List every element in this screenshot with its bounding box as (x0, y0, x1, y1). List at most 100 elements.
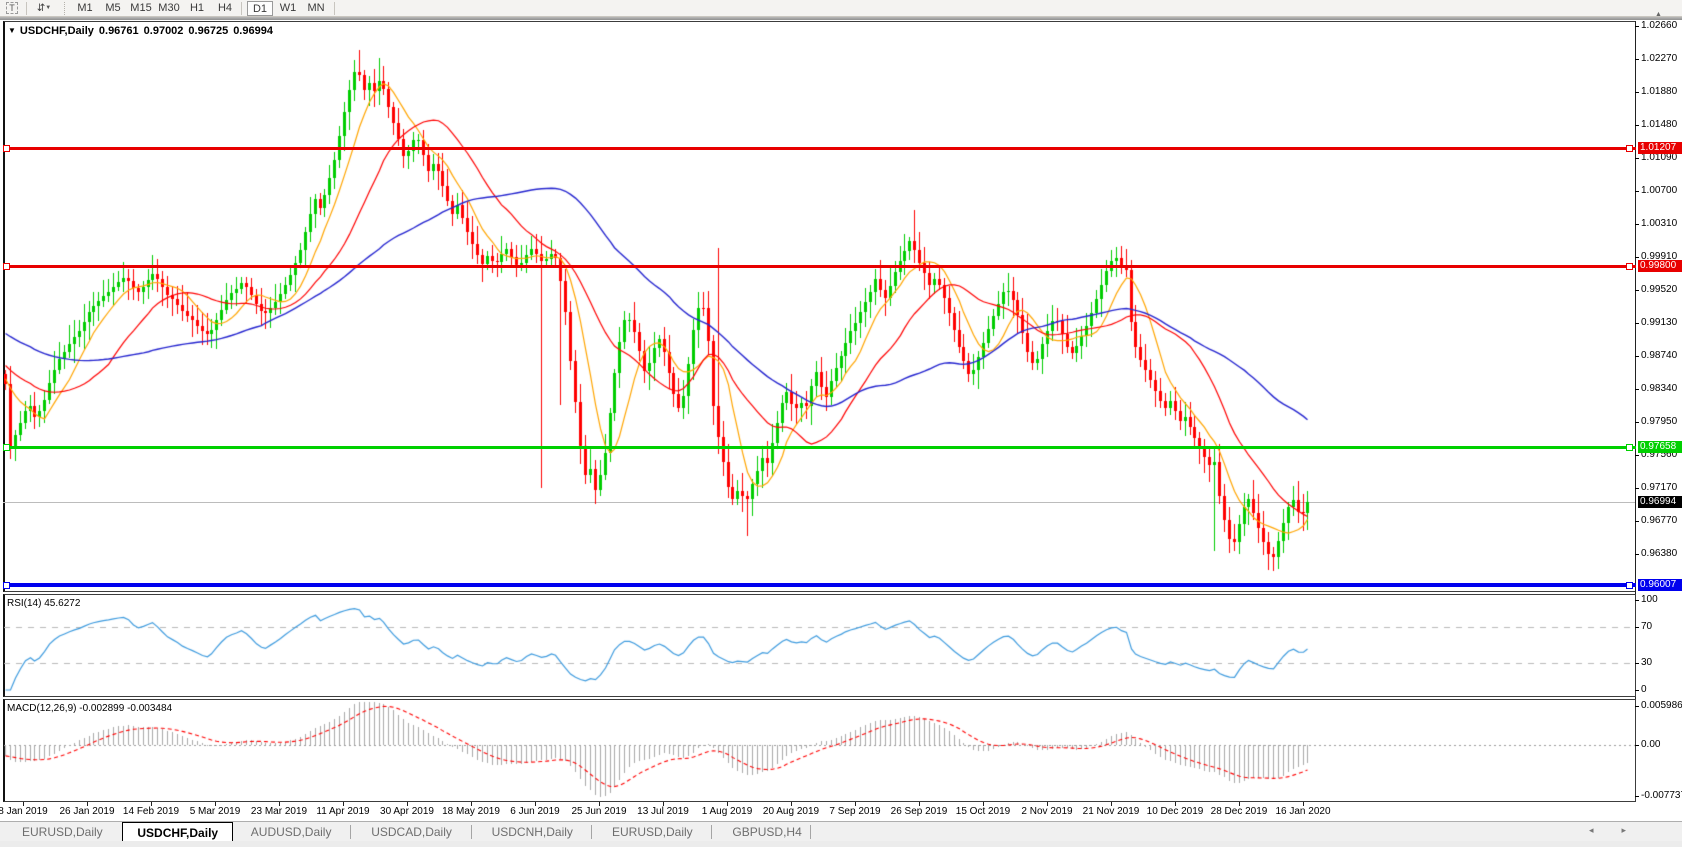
tab-scroll-arrows[interactable]: ◂▸ (1589, 825, 1654, 836)
date-label: 13 Jul 2019 (637, 806, 689, 817)
rsi-tick-label: 30 (1641, 657, 1653, 668)
chart-tab-usdcnh-daily[interactable]: USDCNH,Daily (491, 825, 573, 839)
support-line-blue-handle[interactable] (1626, 582, 1633, 589)
tab-divider (810, 825, 812, 839)
date-tick (983, 802, 984, 806)
price-tick-label: 0.96380 (1641, 548, 1678, 559)
toolbar-grip (64, 2, 67, 15)
timeframe-button-m30[interactable]: M30 (158, 2, 180, 14)
macd-canvas[interactable] (4, 700, 1635, 802)
date-label: 23 Mar 2019 (250, 806, 308, 817)
chart-tab-audusd-daily[interactable]: AUDUSD,Daily (250, 825, 332, 839)
chart-symbol: USDCHF,Daily (19, 25, 94, 37)
toolbar: T ⇵▼ M1 M5 M15 M30 H1 H4 D1 W1 MN (0, 0, 1682, 17)
tab-scroll-right-icon[interactable]: ▸ (1621, 825, 1654, 835)
date-tick (1175, 802, 1176, 806)
scroll-up-icon[interactable]: ▲ (1655, 11, 1662, 18)
date-label: 10 Dec 2019 (1146, 806, 1204, 817)
price-badge-support-line-green: 0.97658 (1638, 441, 1682, 453)
tab-scroll-left-icon[interactable]: ◂ (1588, 825, 1622, 835)
price-tick (1635, 290, 1639, 291)
price-tick (1635, 488, 1639, 489)
rsi-tick (1635, 690, 1639, 691)
rsi-tick (1635, 627, 1639, 628)
timeframe-button-m5[interactable]: M5 (105, 2, 121, 14)
date-label: 5 Mar 2019 (189, 806, 241, 817)
macd-tick-label: -0.007737 (1641, 790, 1682, 801)
rsi-tick-label: 0 (1641, 684, 1647, 695)
macd-tick (1635, 796, 1639, 797)
price-tick (1635, 257, 1639, 258)
tab-divider (591, 825, 592, 839)
arrange-dropdown-button[interactable]: ⇵▼ (30, 1, 58, 16)
symbol-menu-icon[interactable]: ▼ (8, 26, 16, 35)
arrows-icon: ⇵ (36, 3, 46, 14)
timeframe-button-m15[interactable]: M15 (130, 2, 152, 14)
date-label: 1 Aug 2019 (701, 806, 753, 817)
text-tool-icon: T (6, 2, 18, 14)
price-tick (1635, 554, 1639, 555)
support-line-blue-handle[interactable] (3, 582, 10, 589)
price-chart-canvas[interactable] (4, 21, 1635, 591)
timeframe-button-h1[interactable]: H1 (189, 2, 205, 14)
chart-tab-usdchf-daily[interactable]: USDCHF,Daily (122, 822, 234, 842)
support-line-green-handle[interactable] (1626, 444, 1633, 451)
ohlc-open: 0.96761 (98, 25, 139, 37)
macd-signal-value: -0.003484 (127, 703, 173, 714)
text-tool-button[interactable]: T (3, 1, 21, 16)
macd-tick (1635, 706, 1639, 707)
rsi-tick (1635, 600, 1639, 601)
macd-tick (1635, 745, 1639, 746)
rsi-value: 45.6272 (44, 598, 81, 609)
tab-divider (470, 825, 472, 839)
date-label: 16 Jan 2020 (1275, 806, 1331, 817)
resistance-line-1-handle[interactable] (1626, 145, 1633, 152)
date-label: 11 Apr 2019 (316, 806, 370, 817)
date-label: 14 Feb 2019 (122, 806, 180, 817)
toolbar-separator (26, 2, 27, 15)
chart-title: ▼ USDCHF,Daily 0.96761 0.97002 0.96725 0.9699… (8, 25, 273, 37)
date-label: 15 Oct 2019 (955, 806, 1011, 817)
resistance-line-1-handle[interactable] (3, 145, 10, 152)
resistance-line-2-handle[interactable] (1626, 263, 1633, 270)
macd-label: MACD(12,26,9) -0.002899 -0.003484 (7, 703, 172, 714)
macd-tick-label: 0.005986 (1641, 700, 1682, 711)
timeframe-button-h4[interactable]: H4 (217, 2, 233, 14)
price-badge-support-line-blue: 0.96007 (1638, 579, 1682, 591)
support-line-green[interactable] (3, 446, 1636, 449)
date-tick (215, 802, 216, 806)
price-tick-label: 0.97950 (1641, 416, 1678, 427)
price-tick-label: 1.02660 (1641, 20, 1678, 31)
rsi-label: RSI(14) 45.6272 (7, 598, 80, 609)
chart-tab-gbpusd-h4[interactable]: GBPUSD,H4 (732, 825, 802, 839)
price-tick (1635, 125, 1639, 126)
timeframe-button-d1[interactable]: D1 (247, 1, 273, 16)
timeframe-button-mn[interactable]: MN (307, 2, 325, 14)
date-label: 2 Nov 2019 (1021, 806, 1073, 817)
date-label: 20 Aug 2019 (762, 806, 820, 817)
rsi-tick-label: 70 (1641, 621, 1653, 632)
chart-tab-usdcad-daily[interactable]: USDCAD,Daily (371, 825, 452, 839)
resistance-line-1[interactable] (3, 147, 1636, 150)
rsi-canvas[interactable] (4, 595, 1635, 696)
resistance-line-2[interactable] (3, 265, 1636, 268)
date-tick (279, 802, 280, 806)
price-tick-label: 0.97560 (1641, 449, 1678, 460)
chart-tab-eurusd-daily[interactable]: EURUSD,Daily (22, 825, 103, 839)
support-line-green-handle[interactable] (3, 444, 10, 451)
rsi-name: RSI(14) (7, 598, 42, 609)
date-tick (87, 802, 88, 806)
date-tick (1047, 802, 1048, 806)
timeframe-button-m1[interactable]: M1 (77, 2, 93, 14)
date-tick (471, 802, 472, 806)
date-label: 30 Apr 2019 (380, 806, 434, 817)
support-line-blue[interactable] (3, 583, 1636, 587)
timeframe-button-w1[interactable]: W1 (279, 2, 297, 14)
price-tick (1635, 158, 1639, 159)
chart-tab-eurusd-daily[interactable]: EURUSD,Daily (612, 825, 693, 839)
date-tick (1111, 802, 1112, 806)
date-label: 26 Sep 2019 (890, 806, 948, 817)
resistance-line-2-handle[interactable] (3, 263, 10, 270)
toolbar-separator (334, 2, 335, 15)
price-tick-label: 0.96770 (1641, 515, 1678, 526)
